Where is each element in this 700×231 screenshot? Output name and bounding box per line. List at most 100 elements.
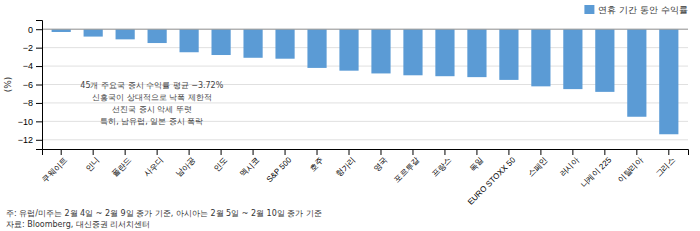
x-tick-mark xyxy=(636,149,637,155)
y-tick-mark xyxy=(36,48,42,49)
bar xyxy=(180,29,199,52)
x-tick: 독일 xyxy=(468,149,486,173)
x-tick: 그리스 xyxy=(654,149,677,179)
x-tick-mark xyxy=(349,149,350,155)
bar xyxy=(275,29,294,58)
x-tick: EURO STOXX 50 xyxy=(466,149,518,207)
x-tick-mark xyxy=(508,149,509,155)
footnote: 주: 유럽/미주는 2월 4일 ~ 2월 9일 종가 기준, 아시아는 2월 5… xyxy=(6,209,322,218)
x-tick-mark xyxy=(189,149,190,155)
bar xyxy=(403,29,422,75)
x-axis-line xyxy=(43,150,689,156)
y-tick-label: −4 xyxy=(23,61,33,71)
y-tick-mark xyxy=(36,140,42,141)
x-tick-label: 니케이 225 xyxy=(579,155,614,190)
x-tick: 스페인 xyxy=(526,149,549,179)
bar xyxy=(339,29,358,70)
bars xyxy=(52,29,679,134)
x-tick: 프랑스 xyxy=(430,149,453,179)
x-tick-label: 남아공 xyxy=(174,156,197,179)
y-tick-mark xyxy=(36,85,42,86)
bar xyxy=(627,29,646,117)
annotation-line: 신흥국이 상대적으로 낙폭 제한적 xyxy=(92,93,212,102)
x-tick-label: 인도 xyxy=(212,156,230,174)
bar xyxy=(435,29,454,76)
x-tick-label: EURO STOXX 50 xyxy=(466,155,518,207)
legend-item: 연휴 기간 동안 수익률 xyxy=(584,5,688,15)
bar xyxy=(307,29,326,68)
y-tick-mark xyxy=(36,121,42,122)
chart: 0 −2 −4 −6 −8 −10 −12 쿠웨이트 인니 폴란드 사우디 남아공 인도 멕시코S&P 5… xyxy=(0,0,700,231)
bar xyxy=(243,29,262,58)
x-tick-label: 멕시코 xyxy=(238,156,261,179)
x-tick: 이탈리아 xyxy=(616,149,645,184)
y-tick-label: −2 xyxy=(23,43,33,53)
x-axis: 쿠웨이트 인니 폴란드 사우디 남아공 인도 멕시코S&P 500 호주 헝가리 영국포르투갈 프랑… xyxy=(41,149,689,207)
y-tick-mark xyxy=(36,29,42,30)
bar xyxy=(563,29,582,89)
x-tick: 쿠웨이트 xyxy=(41,149,70,184)
x-tick-mark xyxy=(221,149,222,155)
grid-line xyxy=(42,29,688,30)
y-tick: −10 xyxy=(18,117,42,127)
grid-line xyxy=(42,102,688,103)
y-tick-label: 0 xyxy=(28,25,33,35)
x-tick-mark xyxy=(253,149,254,155)
x-tick-label: 독일 xyxy=(468,156,486,174)
x-tick-mark xyxy=(317,149,318,155)
x-tick-label: 인니 xyxy=(84,156,102,174)
legend-swatch xyxy=(584,5,594,14)
bar xyxy=(659,29,678,134)
x-tick: 니케이 225 xyxy=(579,149,614,190)
x-tick-label: 러시아 xyxy=(558,156,581,179)
grid xyxy=(42,29,688,140)
x-tick: 포르투갈 xyxy=(392,149,421,184)
y-tick: −6 xyxy=(23,80,42,90)
x-tick: S&P 500 xyxy=(265,149,294,184)
x-tick-mark xyxy=(125,149,126,155)
plot-area: 0 −2 −4 −6 −8 −10 −12 쿠웨이트 인니 폴란드 사우디 남아공 인도 멕시코S&P 5… xyxy=(18,21,689,207)
y-tick: 0 xyxy=(28,25,42,35)
x-tick: 멕시코 xyxy=(238,149,261,179)
x-tick-label: 영국 xyxy=(372,156,390,174)
x-tick-mark xyxy=(668,149,669,155)
y-tick: −2 xyxy=(23,43,42,53)
bar xyxy=(211,29,230,55)
x-tick: 인도 xyxy=(212,149,230,173)
x-tick: 인니 xyxy=(84,149,102,173)
x-tick: 남아공 xyxy=(174,149,197,179)
bar xyxy=(595,29,614,92)
x-tick-mark xyxy=(412,149,413,155)
x-tick: 영국 xyxy=(372,149,390,173)
x-tick-label: 폴란드 xyxy=(110,156,133,179)
annotation: 45개 주요국 증시 수익률 평균 −3.72%신흥국이 상대적으로 낙폭 제한… xyxy=(80,81,223,126)
footnote: 자료: Bloomberg, 대신증권 리서치센터 xyxy=(6,220,150,229)
legend-label: 연휴 기간 동안 수익률 xyxy=(598,5,688,15)
x-tick-label: 쿠웨이트 xyxy=(41,156,70,185)
y-tick-label: −12 xyxy=(18,135,33,145)
y-tick: −12 xyxy=(18,135,42,145)
x-tick: 사우디 xyxy=(142,149,165,179)
bar xyxy=(116,29,135,39)
x-tick-mark xyxy=(572,149,573,155)
y-axis-line xyxy=(36,21,43,150)
y-tick-mark xyxy=(36,103,42,104)
bar xyxy=(371,29,390,73)
y-tick: −4 xyxy=(23,61,42,71)
x-tick: 호주 xyxy=(308,149,326,173)
bar xyxy=(148,29,167,43)
zero-line xyxy=(42,29,688,30)
x-tick-label: 헝가리 xyxy=(334,156,357,179)
x-tick-mark xyxy=(157,149,158,155)
x-tick: 폴란드 xyxy=(110,149,133,179)
x-tick-mark xyxy=(61,149,62,155)
x-tick-label: S&P 500 xyxy=(265,155,294,184)
x-tick: 러시아 xyxy=(558,149,581,179)
y-tick-mark xyxy=(36,66,42,67)
x-tick-mark xyxy=(476,149,477,155)
x-tick-label: 사우디 xyxy=(142,156,165,179)
x-tick: 헝가리 xyxy=(334,149,357,179)
y-tick: −8 xyxy=(23,98,42,108)
legend: 연휴 기간 동안 수익률 xyxy=(584,5,688,15)
x-tick-mark xyxy=(285,149,286,155)
